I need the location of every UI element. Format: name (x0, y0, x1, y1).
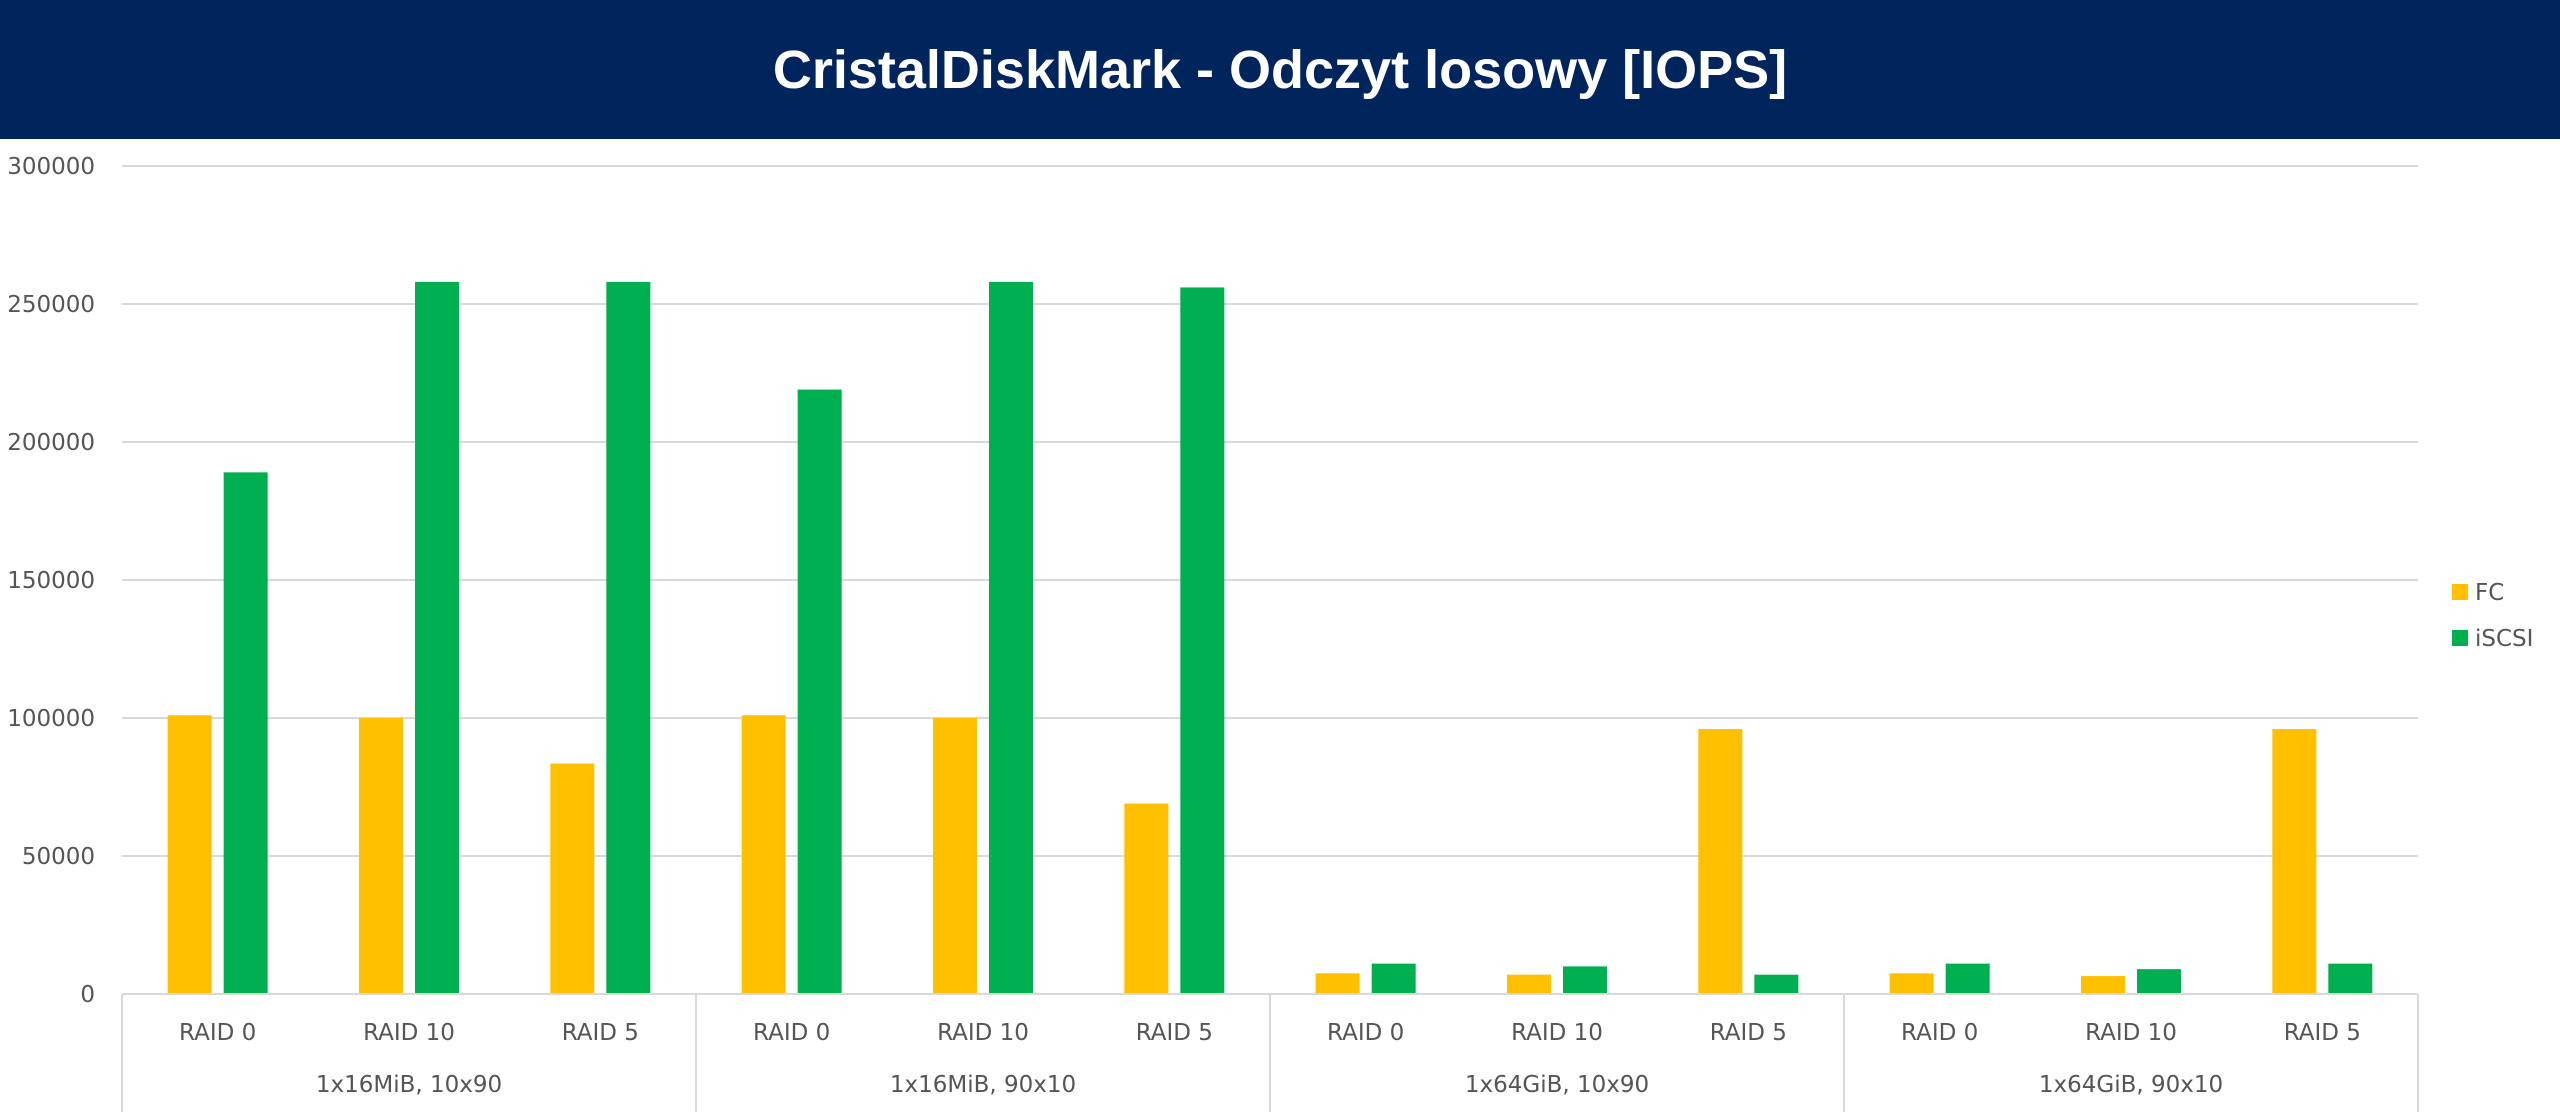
x-axis: RAID 0 RAID 10 RAID 5 RAID 0 RAID 10 RAID 5 RA… (121, 993, 2419, 1112)
bar-fc-2 (550, 763, 595, 994)
bar-fc-8 (1698, 729, 1743, 994)
x-category-label: RAID 10 (1511, 1020, 1603, 1046)
x-category-label: RAID 0 (179, 1020, 256, 1046)
y-tick-label: 50000 (22, 844, 95, 870)
bar-iscsi-3 (797, 389, 842, 994)
bar-iscsi-10 (2137, 969, 2181, 994)
y-axis-ticks: 0 50000 100000 150000 200000 250000 300000 (7, 154, 95, 1008)
title-bar: CristalDiskMark - Odczyt losowy [IOPS] (0, 0, 2560, 139)
y-tick-label: 100000 (7, 706, 95, 732)
x-category-label: RAID 5 (2284, 1020, 2361, 1046)
bar-iscsi-2 (606, 281, 651, 994)
legend-label-fc: FC (2475, 580, 2504, 606)
bar-iscsi-0 (223, 472, 268, 994)
bar-fc-9 (1889, 973, 1934, 994)
x-category-label: RAID 0 (1327, 1020, 1404, 1046)
bar-iscsi-7 (1563, 966, 1607, 994)
x-category-label: RAID 5 (1710, 1020, 1787, 1046)
bar-fc-7 (1507, 974, 1551, 994)
y-tick-label: 300000 (7, 154, 95, 180)
x-group-label: 1x64GiB, 90x10 (2039, 1072, 2223, 1098)
bar-fc-3 (741, 715, 786, 994)
y-tick-label: 200000 (7, 430, 95, 456)
x-category-label: RAID 5 (562, 1020, 639, 1046)
bar-iscsi-9 (1945, 963, 1990, 994)
y-tick-label: 250000 (7, 292, 95, 318)
chart-area: 0 50000 100000 150000 200000 250000 300000 RAI… (0, 139, 2560, 1112)
bar-fc-5 (1124, 803, 1169, 994)
bar-fc-11 (2272, 729, 2317, 994)
x-category-label: RAID 0 (753, 1020, 830, 1046)
bar-iscsi-5 (1180, 287, 1225, 994)
bar-chart: 0 50000 100000 150000 200000 250000 300000 RAI… (7, 154, 2533, 1112)
legend: FC iSCSI (2452, 580, 2533, 652)
bar-fc-6 (1315, 973, 1360, 994)
bar-fc-1 (359, 718, 403, 994)
gridlines (122, 165, 2418, 995)
bar-iscsi-4 (989, 281, 1033, 994)
bar-iscsi-6 (1371, 963, 1416, 994)
bar-fc-4 (933, 718, 977, 994)
bar-iscsi-8 (1754, 974, 1799, 994)
bar-iscsi-1 (415, 281, 459, 994)
chart-title: CristalDiskMark - Odczyt losowy [IOPS] (772, 39, 1788, 100)
y-tick-label: 0 (80, 982, 95, 1008)
y-tick-label: 150000 (7, 568, 95, 594)
legend-swatch-iscsi (2452, 630, 2468, 646)
x-category-label: RAID 10 (937, 1020, 1029, 1046)
x-category-label: RAID 10 (2085, 1020, 2177, 1046)
x-category-label: RAID 5 (1136, 1020, 1213, 1046)
bar-fc-0 (167, 715, 212, 994)
bar-iscsi-11 (2328, 963, 2373, 994)
x-category-label: RAID 0 (1901, 1020, 1978, 1046)
x-group-label: 1x16MiB, 90x10 (890, 1072, 1076, 1098)
bar-fc-10 (2081, 976, 2125, 994)
legend-swatch-fc (2452, 584, 2468, 600)
x-group-label: 1x16MiB, 10x90 (316, 1072, 502, 1098)
legend-label-iscsi: iSCSI (2475, 626, 2533, 652)
x-category-label: RAID 10 (363, 1020, 455, 1046)
bars (167, 281, 2373, 994)
x-group-label: 1x64GiB, 10x90 (1465, 1072, 1649, 1098)
